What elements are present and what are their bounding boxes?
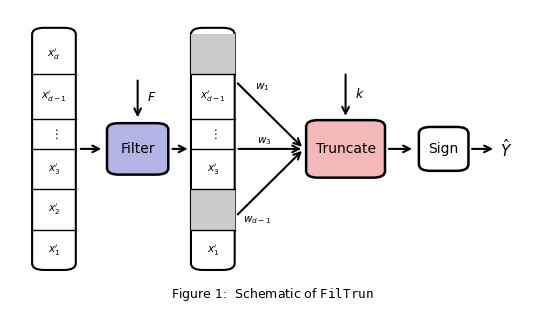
- Text: $x_d'$: $x_d'$: [47, 46, 60, 62]
- Text: Filter: Filter: [120, 142, 155, 156]
- Bar: [191, 189, 234, 230]
- Text: Figure 1:  Schematic of $\mathtt{FilTrun}$: Figure 1: Schematic of $\mathtt{FilTrun}…: [171, 286, 373, 303]
- Text: $\hat{Y}$: $\hat{Y}$: [500, 138, 512, 160]
- Text: $x_{d-1}'$: $x_{d-1}'$: [200, 89, 226, 104]
- Text: $k$: $k$: [355, 87, 364, 101]
- FancyBboxPatch shape: [107, 123, 168, 175]
- Text: $x_2'$: $x_2'$: [48, 202, 60, 217]
- Text: $F$: $F$: [147, 91, 156, 104]
- Text: $x_1'$: $x_1'$: [207, 242, 219, 258]
- FancyBboxPatch shape: [306, 120, 385, 178]
- Text: $w_3$: $w_3$: [257, 136, 271, 147]
- FancyBboxPatch shape: [191, 28, 234, 270]
- Text: Truncate: Truncate: [316, 142, 375, 156]
- Text: $x_1'$: $x_1'$: [48, 242, 60, 258]
- FancyBboxPatch shape: [32, 28, 76, 270]
- Text: $x_3'$: $x_3'$: [207, 162, 219, 177]
- FancyBboxPatch shape: [419, 127, 468, 171]
- Bar: [191, 34, 234, 74]
- Text: $\vdots$: $\vdots$: [208, 128, 217, 141]
- Text: $w_1$: $w_1$: [255, 81, 269, 93]
- Text: $x_3'$: $x_3'$: [48, 162, 60, 177]
- Text: Sign: Sign: [429, 142, 459, 156]
- Text: $\vdots$: $\vdots$: [50, 128, 58, 141]
- Text: $x_{d-1}'$: $x_{d-1}'$: [41, 89, 67, 104]
- Text: $w_{d-1}$: $w_{d-1}$: [243, 214, 271, 226]
